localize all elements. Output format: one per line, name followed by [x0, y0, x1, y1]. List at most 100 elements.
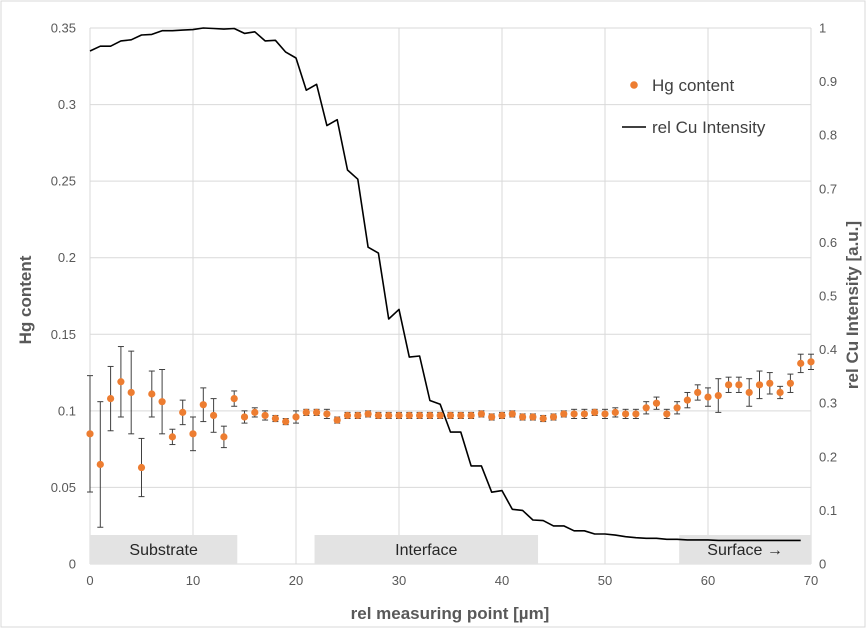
hg-data-point [735, 381, 743, 389]
y2-tick-label: 0.7 [819, 181, 837, 196]
hg-data-point [622, 410, 630, 418]
hg-data-point [385, 411, 393, 420]
hg-data-point [179, 408, 187, 416]
hg-data-point [611, 408, 619, 416]
y2-tick-label: 0.3 [819, 396, 837, 411]
hg-content-series [86, 358, 815, 472]
hg-data-point [137, 463, 146, 472]
x-tick-label: 0 [86, 573, 93, 588]
x-tick-label: 40 [495, 573, 509, 588]
region-label: Substrate [129, 542, 198, 559]
y2-tick-label: 0.1 [819, 503, 837, 518]
hg-data-point [704, 393, 712, 401]
hg-data-point [148, 390, 156, 398]
y-tick-label: 0.1 [58, 403, 76, 418]
hg-data-point [374, 411, 382, 420]
hg-data-point [786, 379, 795, 387]
region-band [314, 535, 539, 564]
y2-tick-label: 0 [819, 557, 826, 572]
hg-data-point [220, 433, 228, 441]
y2-tick-label: 1 [819, 21, 826, 36]
x-tick-label: 60 [701, 573, 715, 588]
hg-data-point [694, 388, 702, 397]
hg-data-point [776, 388, 784, 397]
hg-data-point [446, 411, 455, 420]
hg-data-point [766, 379, 774, 387]
hg-data-point [477, 410, 485, 418]
y-axis-title: Hg content [16, 255, 35, 344]
hg-data-point [323, 410, 331, 418]
hg-data-point [96, 460, 104, 469]
hg-data-point [282, 417, 290, 426]
y-axis-ticks: 0 0.05 0.1 0.15 0.2 0.25 0.3 0.35 [51, 21, 76, 572]
cu-intensity-series [89, 27, 801, 542]
y2-tick-label: 0.5 [819, 289, 837, 304]
hg-data-point [240, 413, 249, 421]
y-tick-label: 0.35 [51, 21, 76, 36]
hg-data-point [539, 414, 547, 423]
hg-data-point [230, 395, 238, 403]
hg-data-point [797, 359, 805, 367]
legend: Hg content rel Cu Intensity [622, 76, 766, 137]
hg-data-point [508, 410, 516, 418]
y-tick-label: 0.25 [51, 174, 76, 189]
hg-data-point [457, 411, 465, 420]
hg-data-point [354, 411, 362, 420]
hg-data-point [426, 411, 434, 420]
region-label: Surface → [707, 542, 783, 559]
hg-data-point [343, 411, 352, 420]
hg-data-point [652, 399, 661, 407]
hg-data-point [395, 411, 403, 420]
x-tick-label: 70 [804, 573, 818, 588]
y2-tick-label: 0.4 [819, 342, 837, 357]
x-tick-label: 50 [598, 573, 612, 588]
region-band [90, 535, 238, 564]
hg-data-point [251, 408, 259, 416]
hg-data-point [313, 408, 321, 416]
hg-data-point [663, 410, 671, 418]
hg-data-point [673, 404, 681, 412]
y-tick-label: 0.05 [51, 480, 76, 495]
hg-data-point [117, 378, 125, 386]
region-label: Interface [395, 542, 457, 559]
hg-data-point [549, 413, 558, 421]
hg-data-point [127, 388, 135, 397]
hg-data-point [364, 410, 372, 418]
y-tick-label: 0.3 [58, 97, 76, 112]
hg-data-point [333, 416, 341, 424]
x-tick-label: 20 [289, 573, 303, 588]
y-tick-label: 0.15 [51, 327, 76, 342]
hg-data-point [292, 413, 300, 421]
hg-data-point [642, 404, 650, 412]
y2-tick-label: 0.6 [819, 235, 837, 250]
hg-data-point [570, 410, 578, 418]
y2-tick-label: 0.2 [819, 449, 837, 464]
hg-data-point [714, 391, 722, 400]
hg-data-point [529, 413, 537, 421]
legend-label-cu: rel Cu Intensity [652, 118, 766, 137]
x-tick-label: 10 [186, 573, 200, 588]
hg-data-point [725, 381, 733, 389]
hg-data-point [807, 358, 815, 366]
x-tick-label: 30 [392, 573, 406, 588]
hg-data-point [560, 410, 568, 418]
y-tick-label: 0.2 [58, 250, 76, 265]
hg-data-point [632, 410, 640, 418]
y2-tick-label: 0.9 [819, 74, 837, 89]
cu-intensity-line [89, 27, 801, 542]
hg-data-point [189, 430, 197, 438]
hg-data-point [107, 395, 115, 403]
hg-data-point [302, 408, 310, 416]
hg-data-point [591, 408, 599, 416]
hg-data-point [405, 411, 413, 420]
hg-data-point [436, 411, 444, 420]
hg-data-point [199, 401, 207, 409]
legend-label-hg: Hg content [652, 76, 734, 95]
legend-marker-hg [630, 81, 638, 89]
y2-axis-title: rel Cu Intensity [a.u.] [843, 221, 862, 389]
hg-data-point [755, 381, 764, 389]
hg-data-point [488, 413, 496, 421]
hg-data-point [467, 411, 475, 420]
